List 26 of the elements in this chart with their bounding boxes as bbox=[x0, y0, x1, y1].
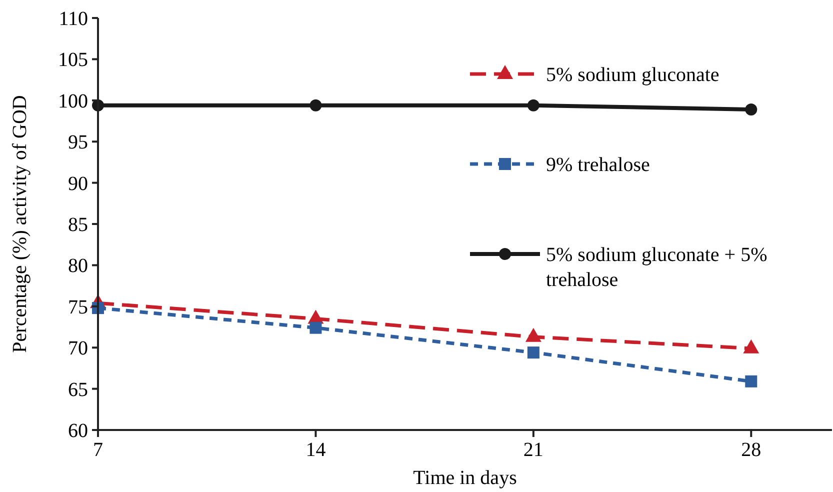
legend-label: 9% trehalose bbox=[546, 154, 650, 176]
point bbox=[745, 103, 758, 116]
point bbox=[310, 99, 322, 112]
x-tick-label: 21 bbox=[523, 439, 544, 461]
point bbox=[310, 322, 322, 334]
x-tick-label: 14 bbox=[306, 439, 326, 461]
x-tick-label: 28 bbox=[741, 439, 762, 461]
point bbox=[527, 346, 540, 359]
legend-label: 5% sodium gluconate + 5% trehalose bbox=[546, 244, 768, 291]
point bbox=[745, 375, 758, 388]
y-tick-label: 60 bbox=[68, 420, 88, 442]
y-tick-label: 110 bbox=[58, 8, 88, 30]
y-axis-title: Percentage (%) activity of GOD bbox=[9, 95, 31, 353]
y-tick-label: 95 bbox=[68, 132, 88, 154]
y-tick-label: 85 bbox=[68, 214, 88, 236]
y-tick-label: 70 bbox=[68, 338, 88, 360]
x-axis-title: Time in days bbox=[413, 467, 518, 489]
y-tick-label: 90 bbox=[68, 172, 88, 195]
y-tick-label: 75 bbox=[68, 296, 88, 318]
point bbox=[527, 99, 540, 112]
legend-label: 5% sodium gluconate bbox=[546, 64, 720, 86]
y-tick-label: 105 bbox=[58, 49, 88, 72]
x-tick-label: 7 bbox=[93, 439, 103, 461]
y-tick-label: 100 bbox=[58, 90, 88, 112]
y-tick-label: 65 bbox=[68, 378, 88, 401]
y-tick-label: 80 bbox=[68, 255, 88, 278]
